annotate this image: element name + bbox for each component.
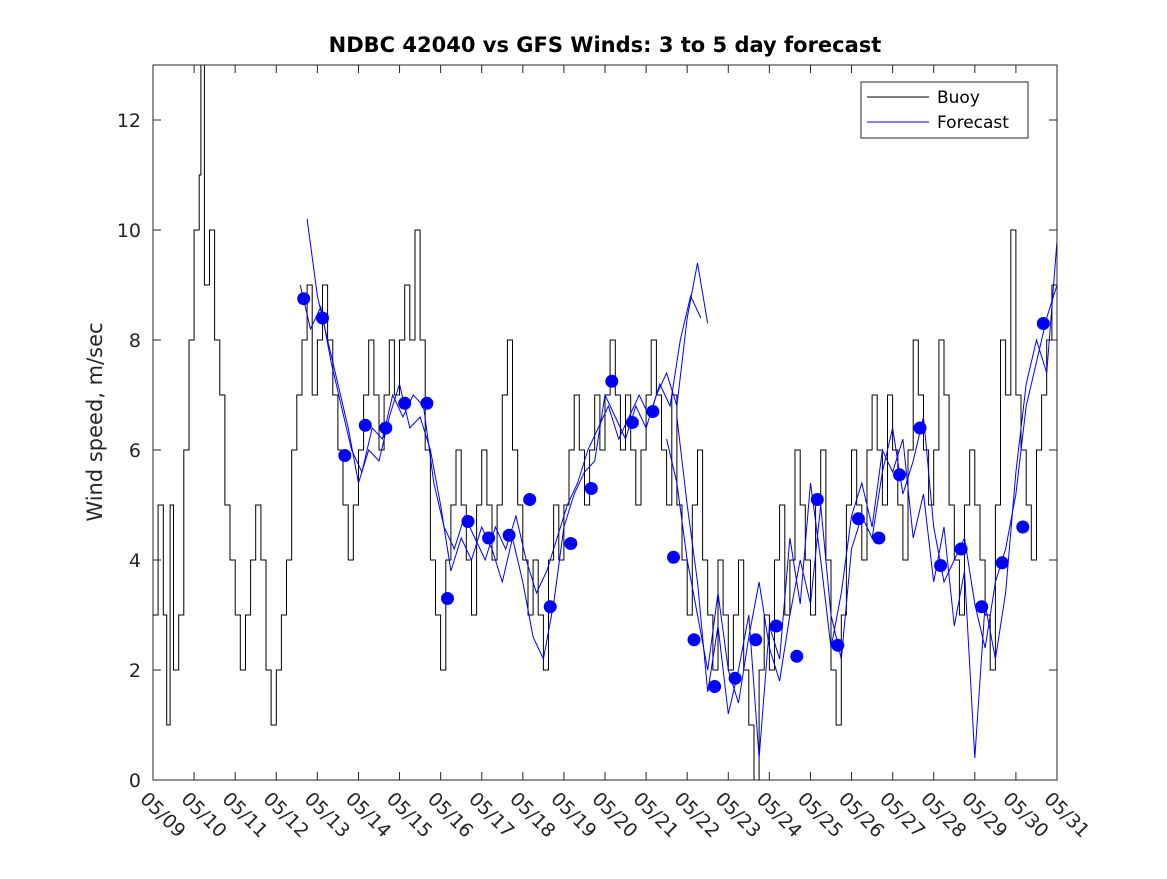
forecast-dot [379, 421, 393, 435]
y-tick-label: 8 [129, 330, 141, 352]
forecast-dot [769, 619, 783, 633]
forecast-dot [934, 559, 948, 572]
y-tick-label: 4 [129, 550, 141, 572]
forecast-dot [893, 468, 906, 482]
legend-forecast-label: Forecast [937, 113, 1009, 133]
forecast-dot [338, 449, 352, 462]
forecast-dot [687, 633, 701, 647]
forecast-dot [646, 405, 660, 418]
forecast-dot [954, 542, 968, 556]
forecast-dots-layer [297, 292, 1050, 693]
legend: Buoy Forecast [860, 81, 1029, 139]
forecast-dot [728, 671, 742, 685]
forecast-dot [523, 493, 537, 506]
forecast-dot [502, 528, 516, 542]
legend-buoy-label: Buoy [937, 88, 980, 108]
forecast-line-2 [306, 218, 709, 661]
y-axis-label: Wind speed, m/sec [83, 322, 107, 521]
y-tick-label: 2 [129, 660, 141, 682]
legend-box [860, 81, 1029, 139]
forecast-dot [297, 292, 311, 306]
forecast-dot [482, 531, 496, 545]
forecast-dot [420, 396, 434, 410]
forecast-dot [543, 600, 557, 614]
forecast-dot [584, 482, 598, 495]
buoy-series-layer [153, 64, 1057, 781]
forecast-dot [975, 600, 989, 614]
forecast-dot [441, 592, 454, 605]
forecast-dot [995, 556, 1009, 570]
forecast-line-1 [299, 284, 702, 595]
forecast-line-4 [676, 240, 1058, 759]
forecast-dot [625, 416, 639, 429]
forecast-dot [461, 515, 475, 528]
y-tick-label: 10 [117, 220, 141, 242]
forecast-dot [851, 512, 865, 526]
y-tick-label: 0 [129, 770, 141, 792]
forecast-dot [316, 311, 329, 325]
forecast-dot [605, 374, 619, 388]
forecast-dot [831, 638, 845, 652]
forecast-dot [749, 633, 763, 647]
forecast-dot [1016, 520, 1030, 534]
forecast-dot [708, 680, 722, 693]
forecast-dot [790, 649, 804, 663]
buoy-line [153, 64, 1057, 781]
forecast-dot [358, 418, 372, 432]
y-tick-label: 12 [117, 110, 141, 132]
y-axis: 0 2 4 6 8 10 12 [117, 110, 1057, 792]
forecast-dot [398, 396, 412, 410]
forecast-dot [913, 421, 927, 435]
forecast-dot [1036, 317, 1050, 330]
forecast-dot [872, 531, 886, 545]
forecast-dot [564, 537, 578, 550]
y-tick-label: 6 [129, 440, 141, 462]
chart-title: NDBC 42040 vs GFS Winds: 3 to 5 day fore… [329, 33, 882, 57]
forecast-dot [667, 550, 680, 564]
forecast-dot [810, 493, 824, 506]
